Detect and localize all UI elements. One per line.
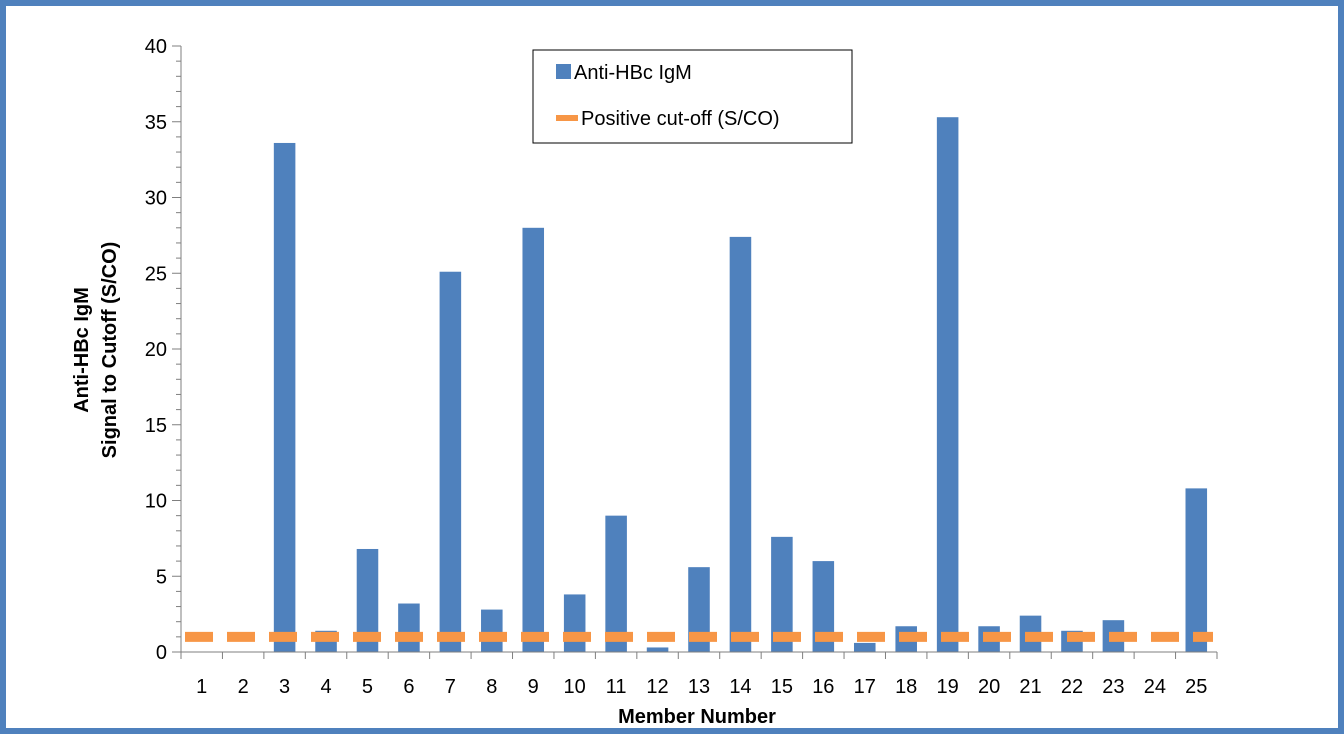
x-tick-label: 10 (564, 676, 586, 698)
x-tick-label: 25 (1185, 676, 1207, 698)
x-axis-title: Member Number (618, 706, 776, 728)
x-tick-label: 5 (362, 676, 373, 698)
axes-group (172, 45, 1218, 659)
x-tick-label: 7 (445, 676, 456, 698)
x-tick-label: 17 (854, 676, 876, 698)
bar-16 (812, 561, 835, 652)
x-tick-label: 12 (646, 676, 668, 698)
bar-3 (273, 142, 296, 652)
bar-8 (481, 609, 503, 652)
x-tick-label: 9 (528, 676, 539, 698)
y-tick-labels: 0 5 10 15 20 25 30 35 40 (145, 36, 167, 664)
y-axis-title: Anti-HBc IgM Signal to Cutoff (S/CO) (71, 242, 121, 459)
legend: Anti-HBc IgM Positive cut-off (S/CO) (532, 49, 853, 144)
bar-25 (1185, 488, 1208, 652)
x-tick-label: 14 (729, 676, 751, 698)
x-tick-label: 18 (895, 676, 917, 698)
x-tick-label: 21 (1019, 676, 1041, 698)
bar-11 (605, 515, 627, 652)
x-tick-label: 15 (771, 676, 793, 698)
y-axis-title-line1: Anti-HBc IgM (71, 287, 93, 413)
bar-9 (522, 227, 545, 653)
bars-group (273, 117, 1208, 653)
x-tick-label: 16 (812, 676, 834, 698)
bar-7 (439, 271, 462, 652)
bar-6 (398, 603, 420, 652)
x-tick-label: 6 (403, 676, 414, 698)
bar-17 (853, 642, 876, 652)
y-axis-title-line2: Signal to Cutoff (S/CO) (99, 242, 121, 459)
bar-13 (688, 567, 710, 652)
x-tick-label: 20 (978, 676, 1000, 698)
x-tick-label: 13 (688, 676, 710, 698)
legend-swatch-cutoff (556, 115, 578, 121)
y-tick-label: 0 (156, 642, 167, 664)
bar-19 (936, 117, 959, 652)
x-tick-label: 4 (320, 676, 331, 698)
legend-label-bars: Anti-HBc IgM (574, 62, 692, 84)
legend-label-cutoff: Positive cut-off (S/CO) (581, 108, 780, 130)
bar-10 (563, 594, 586, 652)
y-tick-label: 20 (145, 339, 167, 361)
x-tick-labels: 1 2 3 4 5 6 7 8 9 10 11 12 13 14 15 16 17 18 19 20 21 22 23 24 2… (196, 676, 1207, 698)
x-tick-label: 24 (1144, 676, 1166, 698)
x-tick-label: 11 (606, 676, 627, 698)
bar-5 (356, 548, 379, 652)
x-tick-label: 3 (279, 676, 290, 698)
y-tick-label: 25 (145, 263, 167, 285)
y-tick-label: 15 (145, 415, 167, 437)
y-tick-label: 30 (145, 188, 167, 210)
x-tick-label: 8 (486, 676, 497, 698)
bar-15 (771, 536, 793, 652)
y-tick-label: 10 (145, 491, 167, 513)
x-tick-label: 2 (238, 676, 249, 698)
x-tick-label: 23 (1102, 676, 1124, 698)
y-tick-label: 35 (145, 112, 167, 134)
y-tick-label: 40 (145, 36, 167, 58)
x-tick-label: 19 (937, 676, 959, 698)
legend-swatch-bars (556, 64, 571, 79)
bar-14 (729, 236, 752, 652)
y-tick-label: 5 (156, 566, 167, 588)
x-tick-label: 22 (1061, 676, 1083, 698)
bar-12 (646, 647, 669, 652)
legend-box (532, 49, 853, 144)
x-tick-label: 1 (196, 676, 207, 698)
